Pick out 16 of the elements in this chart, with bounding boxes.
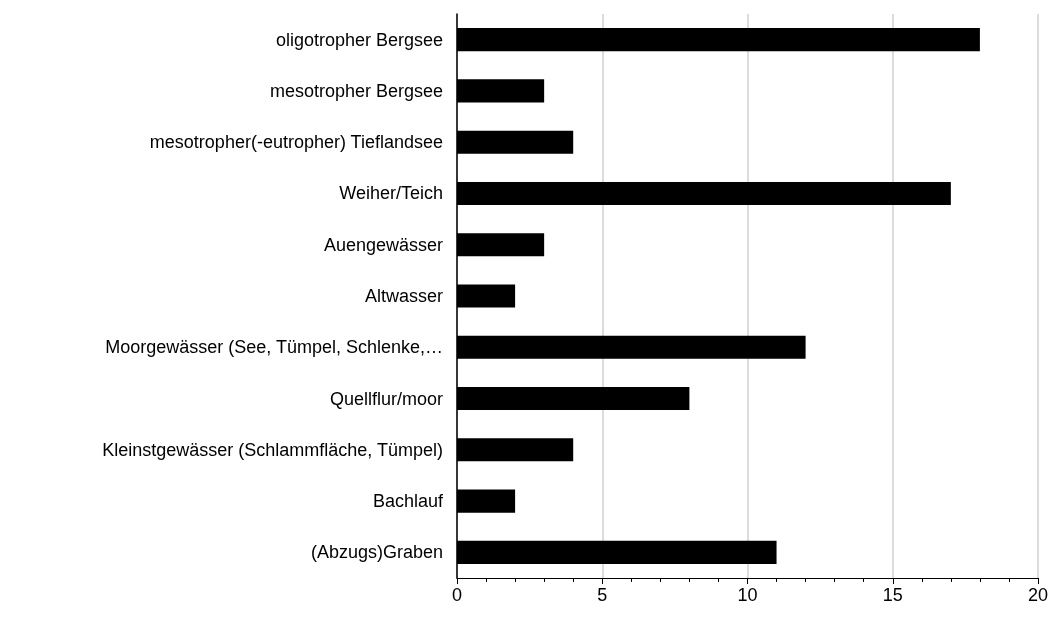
y-tick-label: oligotropher Bergsee [275,29,443,50]
y-tick-label: mesotropher Bergsee [269,80,443,101]
x-tick-label: 20 [1027,585,1049,605]
y-tick-label: Bachlauf [372,491,444,512]
y-tick-label: mesotropher(-eutropher) Tieflandsee [149,132,443,153]
x-tick-label: 15 [882,585,903,605]
y-tick-label: Kleinstgewässer (Schlammfläche, Tümpel) [102,439,443,460]
x-tick-label: 0 [451,585,463,605]
y-tick-label: Altwasser [364,286,443,306]
x-tick-label: 5 [597,585,608,605]
y-tick-label: Moorgewässer (See, Tümpel, Schlenke,… [105,337,443,358]
y-tick-label: Weiher/Teich [339,183,443,204]
y-tick-label: Quellflur/moor [329,388,443,409]
x-tick-label: 10 [737,585,758,605]
y-tick-label: Auengewässer [323,234,443,255]
y-tick-label: (Abzugs)Graben [310,542,443,563]
